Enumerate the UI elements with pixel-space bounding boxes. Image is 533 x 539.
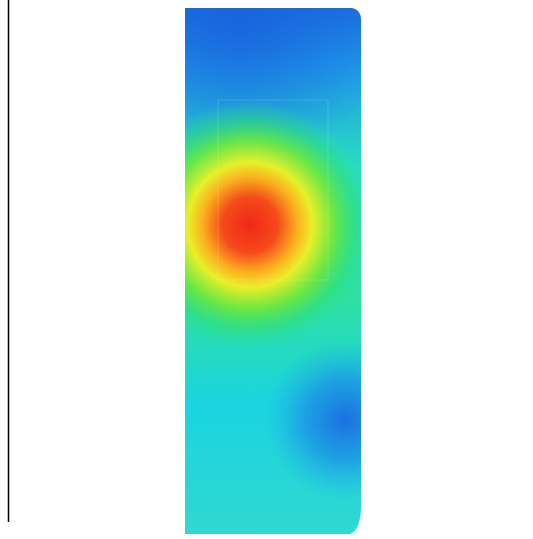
heatmap [185, 8, 361, 534]
